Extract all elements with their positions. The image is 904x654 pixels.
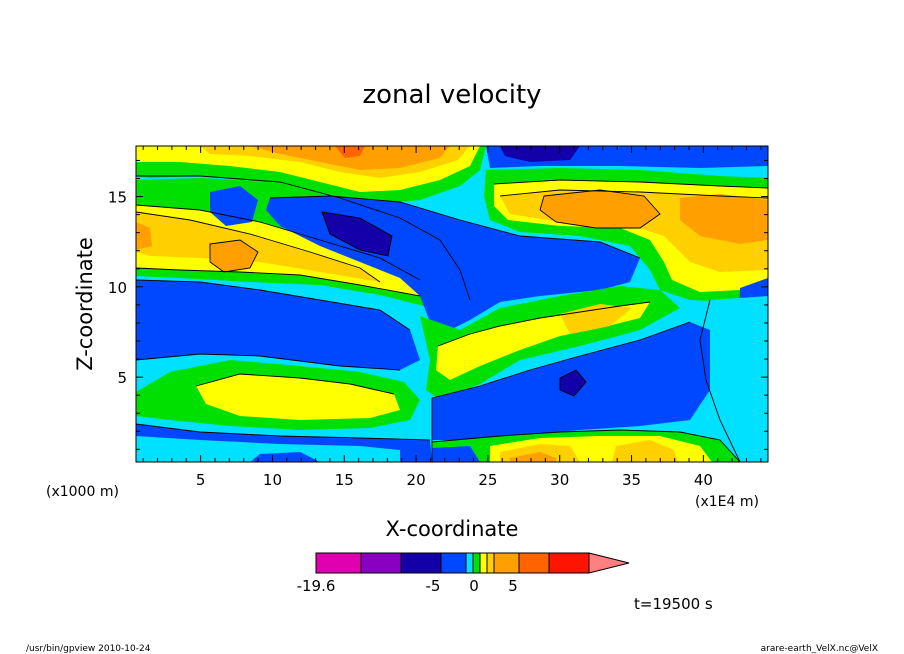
- chart-title: zonal velocity: [362, 80, 541, 110]
- region-red-top: [335, 146, 365, 158]
- colorbar-swatch: [315, 552, 362, 574]
- region-yellow-lower-left: [196, 374, 400, 420]
- colorbar-overflow-arrow: [588, 552, 630, 574]
- contour-lines: [136, 175, 768, 462]
- x-tick-label: 20: [407, 471, 426, 489]
- colorbar-swatch: [360, 552, 402, 574]
- colorbar-tick-labels: -19.6 -5 0 5: [297, 577, 518, 595]
- colorbar-swatch: [548, 552, 590, 574]
- region-blue-bottom-center: [432, 446, 480, 462]
- region-darkblue-center: [322, 212, 392, 256]
- colorbar-swatch: [465, 552, 474, 574]
- region-blue-bottom-left: [250, 452, 320, 462]
- y-tick-label: 10: [108, 279, 127, 297]
- y-axis-label: Z-coordinate: [73, 237, 97, 371]
- region-blue-middle-left: [136, 280, 420, 370]
- colorbar-swatch: [493, 552, 520, 574]
- x-axis-ticks: 5 10 15 20 25 30 35 40: [142, 146, 762, 489]
- x-tick-label: 10: [263, 471, 282, 489]
- time-label: t=19500 s: [634, 595, 713, 613]
- x-axis-units: (x1E4 m): [695, 494, 759, 510]
- x-tick-label: 5: [196, 471, 206, 489]
- colorbar-swatch: [479, 552, 488, 574]
- y-tick-label: 5: [117, 369, 127, 387]
- region-orange-upper-left: [210, 240, 258, 272]
- region-orange-upper-right-a: [540, 190, 660, 228]
- footer-right: arare-earth_VelX.nc@VelX: [761, 644, 878, 654]
- region-cyan-right: [700, 296, 768, 462]
- colorbar-swatch: [486, 552, 495, 574]
- colorbar-tick-label: -5: [426, 577, 441, 595]
- region-orange-top: [250, 146, 450, 170]
- x-tick-label: 35: [622, 471, 641, 489]
- x-axis-label: X-coordinate: [386, 517, 519, 541]
- region-gold-bottom-right: [612, 440, 678, 462]
- x-tick-label: 30: [550, 471, 569, 489]
- plot-frame: [135, 145, 769, 463]
- colorbar-swatch: [440, 552, 467, 574]
- y-tick-label: 15: [108, 189, 127, 207]
- y-axis-units: (x1000 m): [46, 484, 119, 500]
- x-tick-label: 15: [335, 471, 354, 489]
- contour-field: [136, 146, 768, 462]
- y-axis-ticks: 5 10 15: [108, 159, 768, 450]
- region-gold-upper-left: [136, 212, 380, 282]
- region-blue-upper-left-blob: [210, 186, 258, 226]
- region-orange-left-edge: [136, 222, 152, 250]
- colorbar-tick-label: 5: [508, 577, 518, 595]
- region-gold-center: [560, 304, 632, 334]
- colorbar-swatch: [400, 552, 442, 574]
- region-orange-bottom: [510, 452, 556, 462]
- colorbar-tick-label: -19.6: [297, 577, 336, 595]
- colorbar-swatch: [472, 552, 481, 574]
- region-orange-upper-right-b: [680, 194, 768, 244]
- region-cyan-lower-left: [136, 436, 400, 462]
- colorbar-tick-label: 0: [469, 577, 479, 595]
- colorbar-swatch: [518, 552, 550, 574]
- colorbar: [315, 552, 630, 574]
- x-tick-label: 25: [478, 471, 497, 489]
- footer-left: /usr/bin/gpview 2010-10-24: [26, 644, 151, 654]
- x-tick-label: 40: [694, 471, 713, 489]
- plot-area: 5 10 15 20 25 30 35 40 5 10 15: [108, 145, 769, 489]
